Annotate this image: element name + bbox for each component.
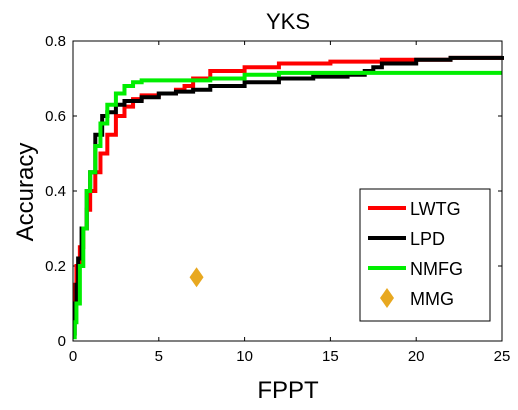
chart-title: YKS xyxy=(266,9,310,34)
legend-label-nmfg: NMFG xyxy=(410,259,463,279)
axis-ticks: 0 5 10 15 20 25 0 0.2 0.4 0.6 0.8 xyxy=(45,33,510,365)
x-tick-label: 10 xyxy=(236,348,253,365)
legend-swatch-mmg xyxy=(380,288,394,308)
y-tick-label: 0 xyxy=(58,333,66,350)
x-tick-label: 5 xyxy=(155,348,163,365)
x-tick-label: 20 xyxy=(408,348,425,365)
axes-box xyxy=(72,40,503,342)
legend-label-lpd: LPD xyxy=(410,229,445,249)
legend: LWTG LPD NMFG MMG xyxy=(359,188,491,322)
y-tick-label: 0.2 xyxy=(45,258,66,275)
series-marker-mmg xyxy=(189,267,204,288)
x-tick-label: 25 xyxy=(494,348,511,365)
legend-label-mmg: MMG xyxy=(410,289,454,309)
x-tick-label: 0 xyxy=(69,348,77,365)
series-line-nmfg xyxy=(72,70,502,340)
x-tick-label: 15 xyxy=(322,348,339,365)
plot-area xyxy=(72,55,504,340)
y-axis-label: Accuracy xyxy=(12,143,39,242)
x-axis-label: FPPT xyxy=(257,377,319,404)
y-tick-label: 0.8 xyxy=(45,33,66,50)
legend-label-lwtg: LWTG xyxy=(410,199,461,219)
y-tick-label: 0.6 xyxy=(45,108,66,125)
y-tick-label: 0.4 xyxy=(45,183,66,200)
